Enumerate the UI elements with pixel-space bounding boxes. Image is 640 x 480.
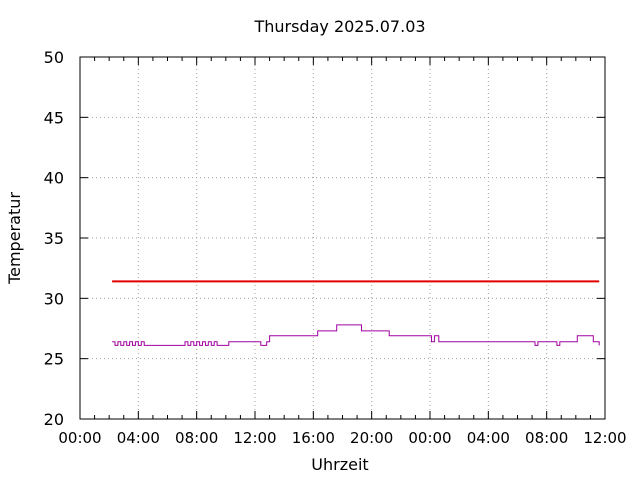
- x-tick-label: 12:00: [233, 429, 276, 447]
- x-tick-label: 00:00: [408, 429, 451, 447]
- x-tick-label: 04:00: [117, 429, 160, 447]
- x-tick-label: 08:00: [525, 429, 568, 447]
- plot-frame: [79, 56, 606, 420]
- series-line-2: [112, 324, 600, 346]
- series-layer: [112, 280, 600, 346]
- y-tick-label: 40: [44, 169, 64, 188]
- y-tick-label: 35: [44, 229, 64, 248]
- grid: [80, 57, 605, 419]
- x-tick-label: 04:00: [467, 429, 510, 447]
- y-tick-label: 30: [44, 289, 64, 308]
- chart-title: Thursday 2025.07.03: [253, 17, 425, 36]
- x-axis-label: Uhrzeit: [311, 455, 368, 474]
- x-tick-label: 20:00: [350, 429, 393, 447]
- x-tick-label: 16:00: [292, 429, 335, 447]
- y-tick-label: 20: [44, 410, 64, 429]
- x-tick-label: 12:00: [583, 429, 626, 447]
- y-tick-label: 45: [44, 108, 64, 127]
- x-tick-label: 08:00: [175, 429, 218, 447]
- y-tick-label: 25: [44, 350, 64, 369]
- y-tick-label: 50: [44, 48, 64, 67]
- plot-border: [79, 56, 606, 420]
- x-tick-labels: 00:00 04:00 08:00 12:00 16:00 20:00 00:00 04:00…: [58, 429, 626, 447]
- y-tick-labels: 20 25 30 35 40 45 50: [44, 48, 64, 429]
- y-axis-label: Temperatur: [5, 192, 24, 285]
- x-tick-label: 00:00: [58, 429, 101, 447]
